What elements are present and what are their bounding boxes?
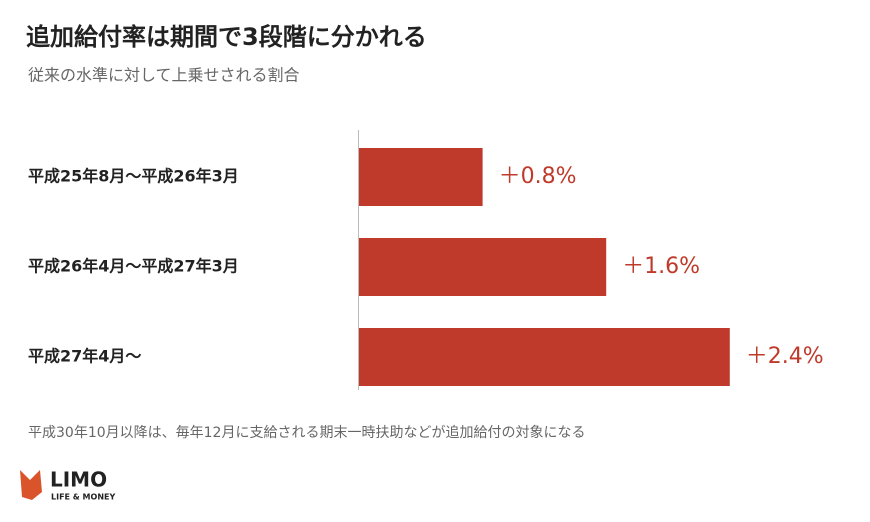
logo: LIMO LIFE & MONEY <box>20 468 115 502</box>
value-label: ＋2.4% <box>746 344 824 369</box>
category-label: 平成27年4月～ <box>28 347 141 366</box>
category-label: 平成25年8月～平成26年3月 <box>28 167 239 186</box>
logo-tagline: LIFE & MONEY <box>51 493 115 502</box>
category-label: 平成26年4月～平成27年3月 <box>28 257 239 276</box>
logo-icon <box>20 470 42 500</box>
chart-subtitle: 従来の水準に対して上乗せされる割合 <box>28 66 300 85</box>
bar <box>359 238 607 296</box>
value-label: ＋0.8% <box>499 164 577 189</box>
chart-title: 追加給付率は期間で3段階に分かれる <box>26 23 427 51</box>
logo-name: LIMO <box>50 468 107 492</box>
bar <box>359 328 730 386</box>
chart-note: 平成30年10月以降は、毎年12月に支給される期末一時扶助などが追加給付の対象に… <box>28 425 585 441</box>
value-label: ＋1.6% <box>622 254 700 279</box>
bar <box>359 148 483 206</box>
